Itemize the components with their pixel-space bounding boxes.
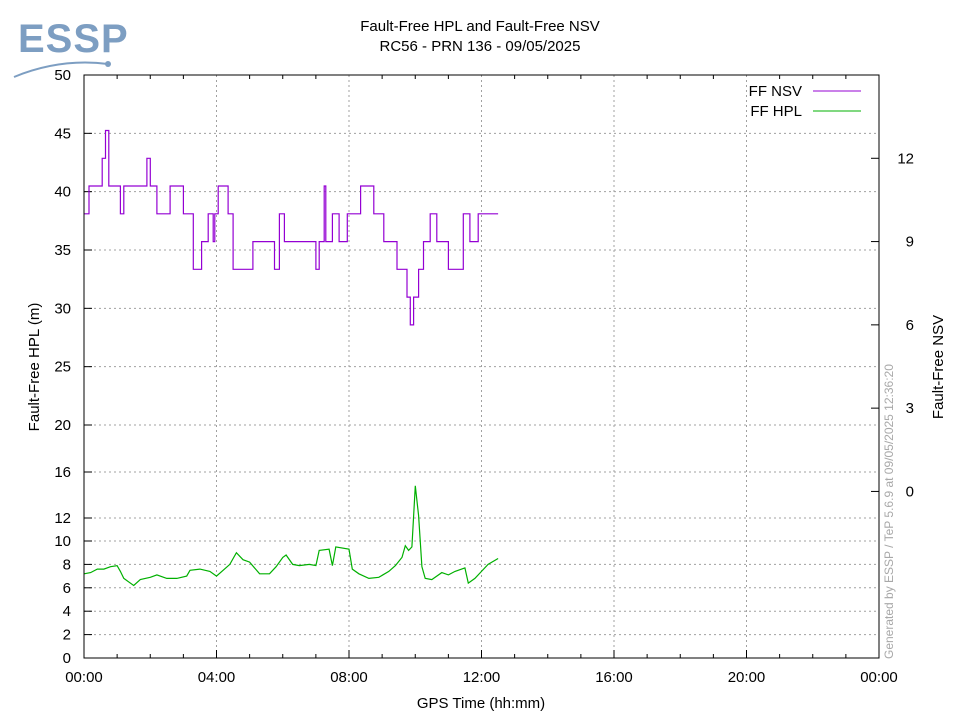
logo-text: ESSP (18, 17, 129, 61)
y-tick-label: 10 (54, 533, 71, 550)
y-tick-label: 2 (63, 627, 71, 644)
legend-label-hpl: FF HPL (750, 103, 802, 120)
y-tick-label: 6 (63, 580, 71, 597)
plot-frame (83, 74, 880, 659)
y2-tick-label: 0 (906, 483, 914, 500)
y-tick-label: 50 (54, 67, 71, 84)
y2-axis-label: Fault-Free NSV (930, 315, 947, 419)
y-tick-label: 45 (54, 125, 71, 142)
y2-tick-label: 12 (897, 150, 914, 167)
x-tick-label: 00:00 (65, 669, 103, 686)
y2-tick-label: 3 (906, 400, 914, 417)
y-tick-label: 35 (54, 242, 71, 259)
essp-logo: ESSP (13, 17, 129, 78)
x-tick-label: 04:00 (198, 669, 236, 686)
generated-credit: Generated by ESSP / TeP 5.6.9 at 09/05/2… (882, 364, 896, 659)
x-tick-label: 12:00 (463, 669, 501, 686)
y-tick-label: 4 (63, 603, 71, 620)
y2-tick-label: 6 (906, 317, 914, 334)
y-tick-label: 12 (54, 510, 71, 527)
series-lines (83, 129, 499, 587)
legend-label-nsv: FF NSV (749, 83, 802, 100)
chart-subtitle: RC56 - PRN 136 - 09/05/2025 (380, 38, 581, 55)
logo-swoosh (13, 61, 109, 78)
y2-tick-label: 9 (906, 234, 914, 251)
x-axis-label: GPS Time (hh:mm) (417, 695, 545, 712)
chart-title: Fault-Free HPL and Fault-Free NSV (360, 18, 600, 35)
y-tick-label: 40 (54, 184, 71, 201)
y-tick-label: 20 (54, 417, 71, 434)
y-tick-label: 30 (54, 300, 71, 317)
y-tick-label: 25 (54, 359, 71, 376)
logo-dot (105, 61, 111, 67)
grid-lines (83, 74, 880, 659)
y-tick-label: 16 (54, 464, 71, 481)
x-tick-label: 08:00 (330, 669, 368, 686)
series-line-ff-hpl (83, 485, 499, 587)
legend: FF NSV FF HPL (749, 83, 861, 120)
x-tick-label: 20:00 (728, 669, 766, 686)
x-tick-label: 00:00 (860, 669, 898, 686)
y-tick-label: 0 (63, 650, 71, 667)
y-tick-label: 8 (63, 556, 71, 573)
x-tick-label: 16:00 (595, 669, 633, 686)
series-line-ff-nsv (84, 129, 499, 326)
y-axis-label: Fault-Free HPL (m) (26, 303, 43, 432)
